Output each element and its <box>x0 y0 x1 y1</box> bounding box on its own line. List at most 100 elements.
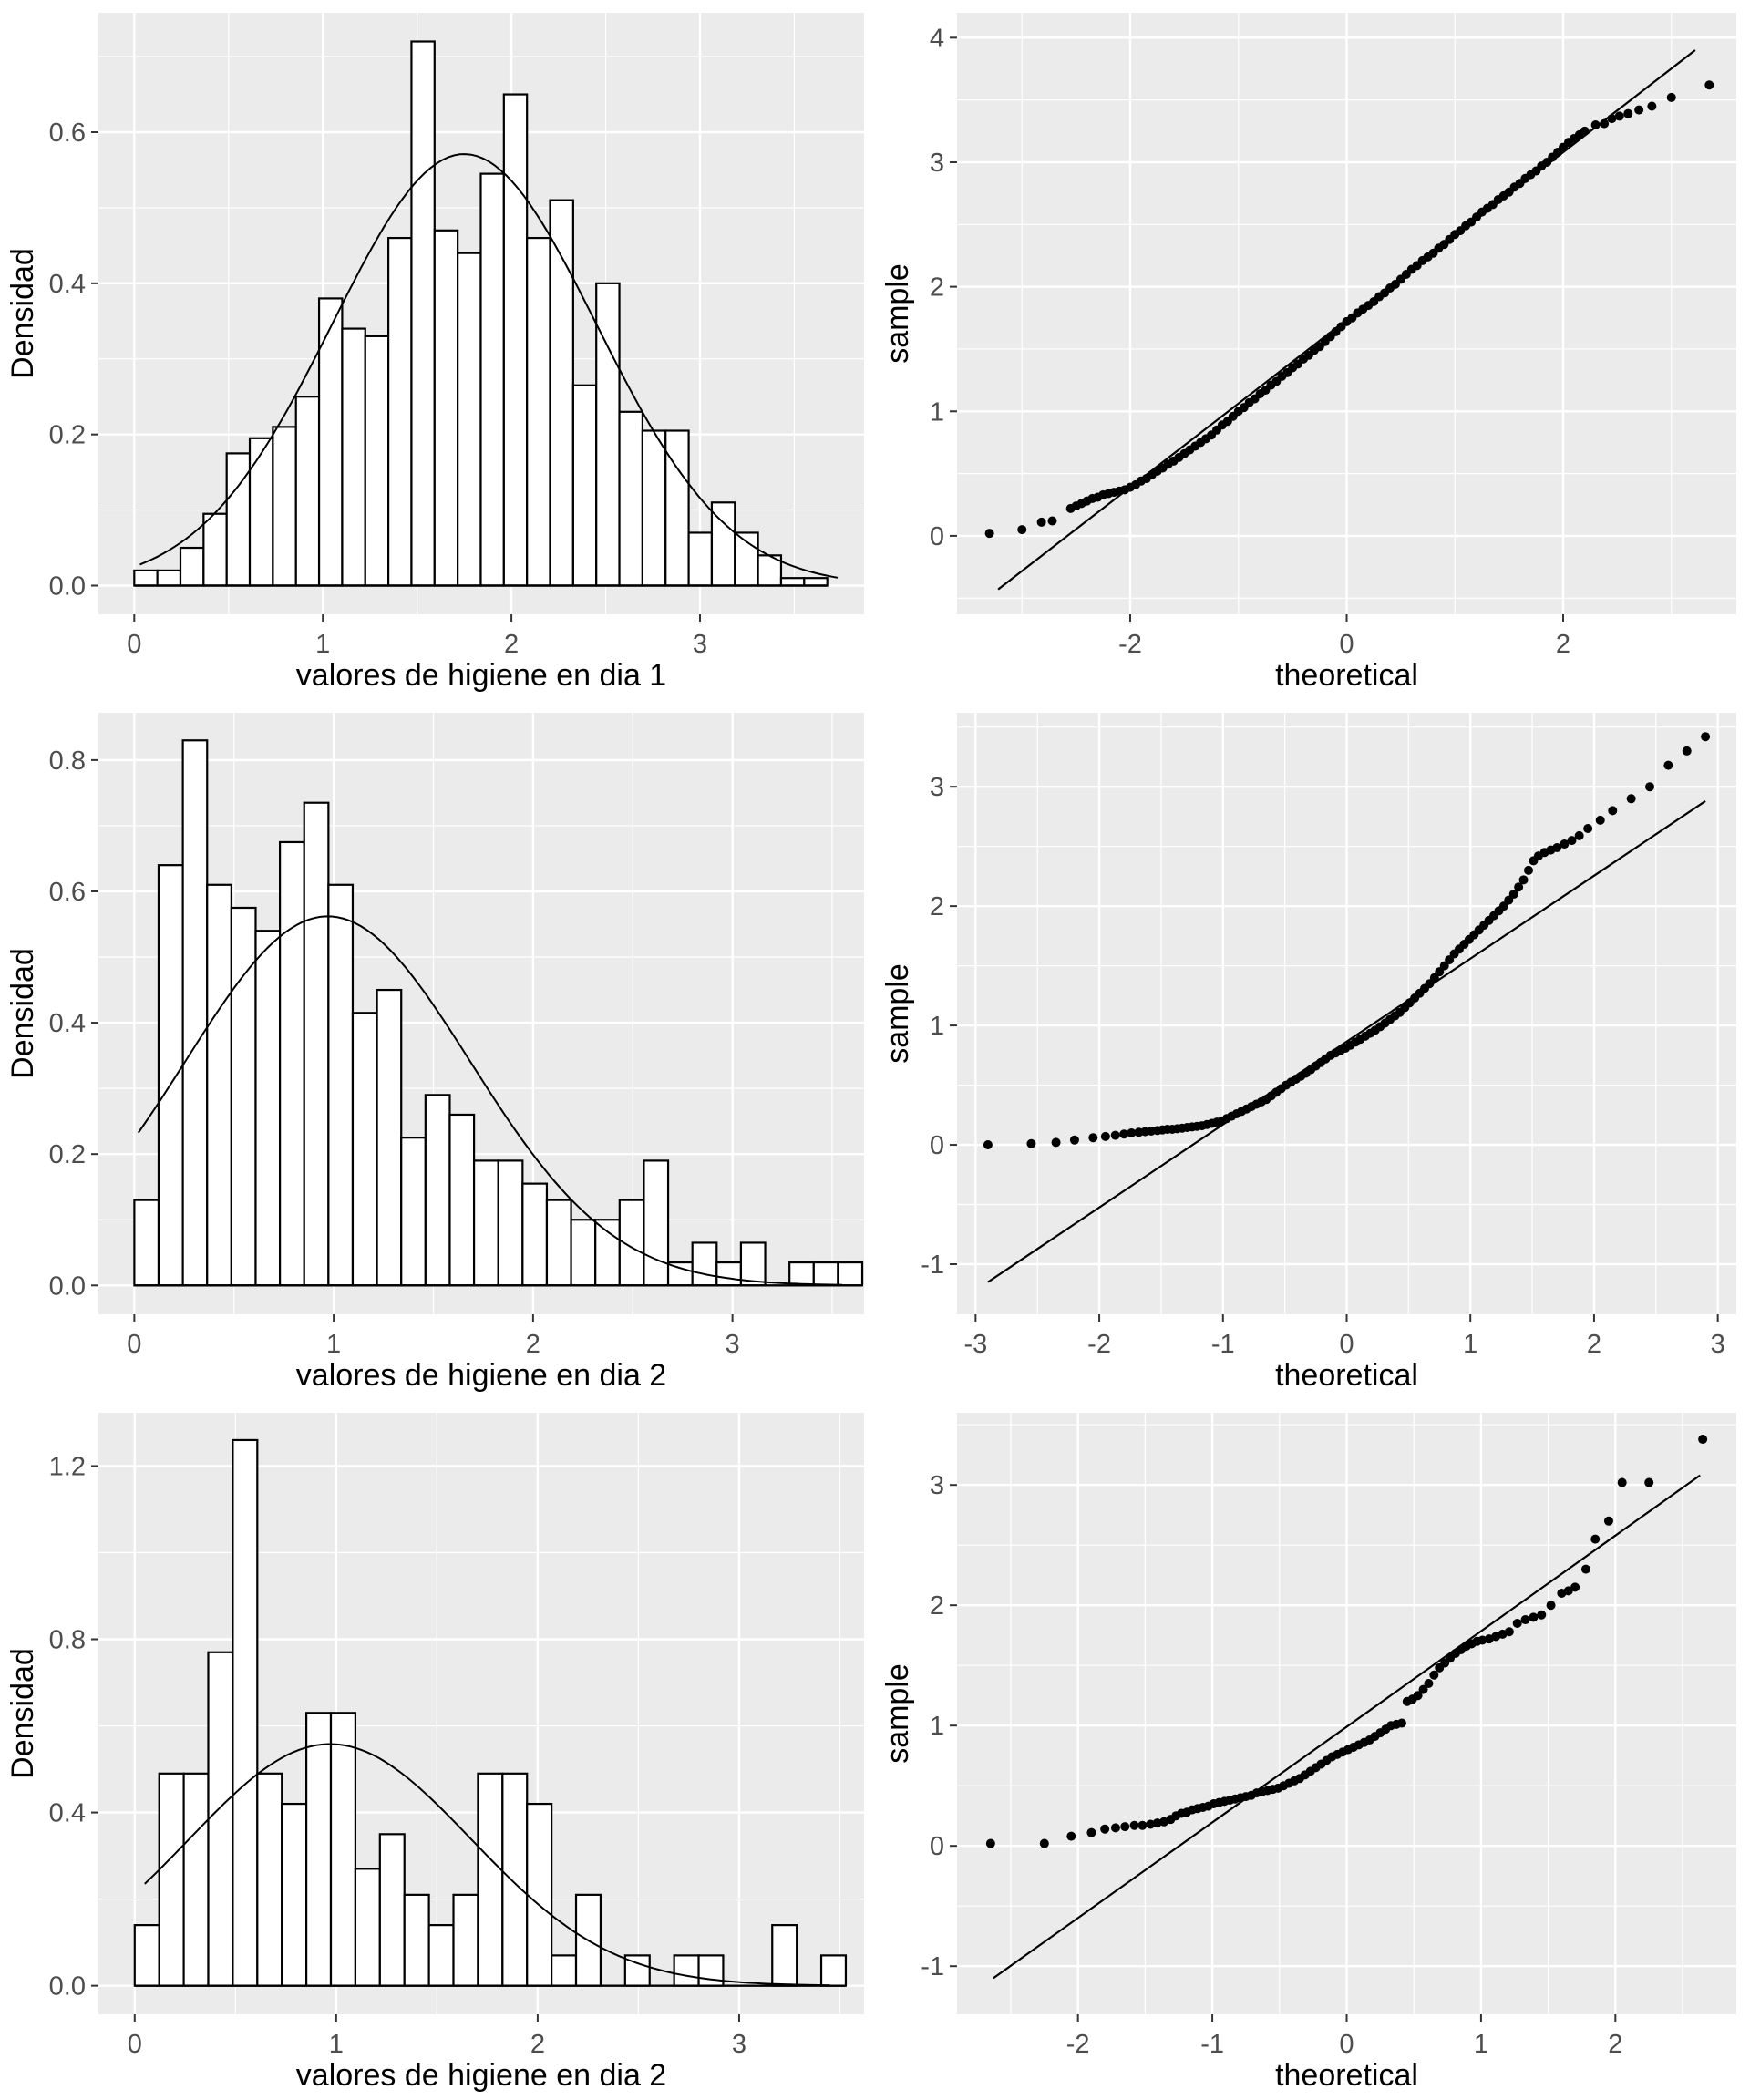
qq-points <box>985 1435 1708 1848</box>
histogram-bar <box>618 1199 645 1287</box>
histogram-bar <box>387 236 413 587</box>
x-tick-label: -1 <box>1211 1330 1235 1359</box>
histogram-bar <box>457 252 482 587</box>
histogram-bar <box>571 384 598 587</box>
x-tick-label: 2 <box>530 2030 545 2059</box>
x-tick-label: 3 <box>726 1330 740 1359</box>
x-axis-title: valores de higiene en dia 2 <box>296 2058 666 2093</box>
y-axis-title: Densidad <box>5 948 40 1079</box>
x-tick-label: 2 <box>526 1330 540 1359</box>
qq-points <box>984 80 1714 539</box>
histogram-bar <box>376 988 403 1287</box>
histogram-bar <box>803 577 829 587</box>
x-tick-label: -2 <box>1118 630 1142 659</box>
x-axis-title: theoretical <box>1275 658 1418 693</box>
histogram-bar <box>477 1772 504 1987</box>
histogram-bar <box>179 546 205 587</box>
histogram-bar <box>351 1012 378 1287</box>
y-tick-label: 2 <box>930 273 944 303</box>
y-tick-label: 2 <box>930 892 944 921</box>
histogram-bar <box>230 906 257 1287</box>
histogram-bar <box>248 437 274 587</box>
histogram-bar <box>281 1802 308 1987</box>
x-tick-label: -2 <box>1066 2030 1090 2059</box>
axis-ticks: -2 -1 0 1 2 -1 0 1 2 3 <box>921 1471 1622 2059</box>
x-tick-label: -3 <box>963 1330 987 1359</box>
histogram-bar <box>526 236 551 587</box>
histogram-dia1: 0 1 2 3 0.0 0.2 0.4 0.6 valores de higiene en di… <box>0 0 875 700</box>
x-tick-label: 0 <box>128 2030 142 2059</box>
histogram-bar <box>158 1772 185 1987</box>
histogram-bar <box>819 1954 848 1987</box>
qq-points <box>983 732 1711 1150</box>
histogram-bars <box>133 739 864 1287</box>
grid-major <box>957 713 1736 1314</box>
y-tick-label: 0.0 <box>49 571 86 601</box>
histogram-bar <box>549 199 574 587</box>
x-axis-title: valores de higiene en dia 2 <box>296 1358 666 1393</box>
histogram-bar <box>202 512 228 587</box>
histogram-bar <box>788 1261 815 1287</box>
x-tick-label: 1 <box>326 1330 341 1359</box>
axis-ticks: 0 1 2 3 0.0 0.2 0.4 0.6 0.8 <box>49 746 740 1359</box>
histogram-bar <box>181 739 209 1287</box>
histogram-bar <box>156 569 182 587</box>
histogram-dia2: 0 1 2 3 0.0 0.2 0.4 0.6 0.8 valores de higiene en… <box>0 700 875 1400</box>
y-tick-label: -1 <box>921 1251 944 1280</box>
histogram-bar <box>182 1772 210 1987</box>
qq-reference-line <box>987 799 1706 1283</box>
histogram-bar <box>837 1261 864 1287</box>
histogram-bar <box>526 1802 553 1987</box>
histogram-bar <box>327 883 355 1287</box>
histogram-bar <box>157 864 184 1287</box>
axis-ticks: 0 1 2 3 0.0 0.2 0.4 0.6 <box>49 118 707 659</box>
qq-plot-dia2-alt-plot: -2 -1 0 1 2 -1 0 1 2 3 theoretical sample <box>880 1413 1736 2093</box>
histogram-bar <box>294 396 321 587</box>
y-tick-label: 1.2 <box>49 1452 86 1481</box>
histogram-bar <box>133 569 159 587</box>
qq-plot-dia2: -3 -2 -1 0 1 2 3 -1 0 1 2 3 theoretical sample <box>875 700 1750 1400</box>
histogram-bar <box>207 1651 234 1987</box>
histogram-bar <box>303 801 330 1287</box>
axis-ticks: 0 1 2 3 0.0 0.4 0.8 1.2 <box>49 1452 746 2059</box>
y-tick-label: 1 <box>930 1712 944 1741</box>
histogram-bars <box>133 1438 848 1987</box>
y-tick-label: 2 <box>930 1591 944 1621</box>
x-tick-label: 3 <box>1711 1330 1725 1359</box>
histogram-bar <box>739 1241 767 1287</box>
y-axis-title: sample <box>880 963 915 1064</box>
y-tick-label: 0 <box>930 1832 944 1861</box>
qq-plot-dia1: -2 0 2 0 1 2 3 4 theoretical sample <box>875 0 1750 700</box>
y-tick-label: 4 <box>930 24 944 53</box>
histogram-bar <box>664 429 690 587</box>
y-tick-label: 0.2 <box>49 421 86 450</box>
x-tick-label: 0 <box>127 1330 141 1359</box>
histogram-bar <box>225 452 252 587</box>
x-tick-label: -1 <box>1200 2030 1224 2059</box>
histogram-bar <box>329 1712 357 1987</box>
x-axis-title: theoretical <box>1275 1358 1418 1393</box>
histogram-bar <box>641 429 667 587</box>
y-tick-label: 1 <box>930 1012 944 1041</box>
histogram-bar <box>400 1137 427 1287</box>
y-tick-label: 0.0 <box>49 1271 86 1301</box>
histogram-bar <box>433 229 459 587</box>
qq-reference-line <box>993 1474 1701 1980</box>
x-tick-label: 1 <box>1474 2030 1488 2059</box>
histogram-bar <box>272 426 297 587</box>
x-tick-label: 0 <box>1339 1330 1354 1359</box>
density-curve <box>139 153 839 579</box>
axis-ticks: -3 -2 -1 0 1 2 3 -1 0 1 2 3 <box>921 773 1725 1359</box>
qq-plot-dia2-alt: -2 -1 0 1 2 -1 0 1 2 3 theoretical sample <box>875 1400 1750 2100</box>
histogram-bar <box>448 1113 476 1287</box>
histogram-bar <box>618 410 643 587</box>
histogram-bar <box>715 1261 743 1287</box>
histogram-bar <box>479 172 505 587</box>
histogram-bar <box>570 1219 597 1287</box>
histogram-bar <box>256 1772 283 1987</box>
x-axis-title: theoretical <box>1275 2058 1418 2093</box>
x-tick-label: 3 <box>732 2030 746 2059</box>
histogram-bar <box>424 1094 451 1287</box>
y-tick-label: 0.6 <box>49 878 86 907</box>
